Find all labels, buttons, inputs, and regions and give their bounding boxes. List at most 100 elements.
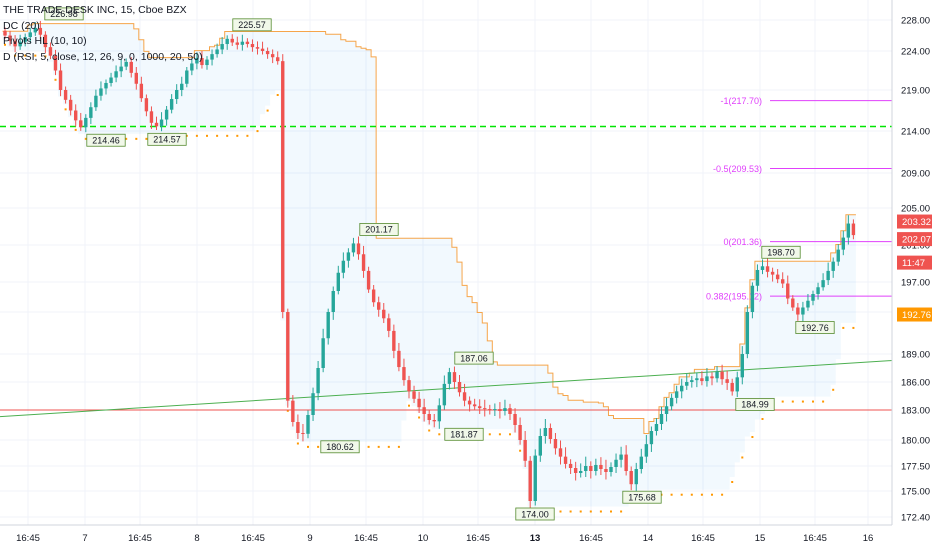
candle-body: [159, 119, 164, 127]
candle-body: [402, 367, 406, 381]
candle-body: [841, 237, 845, 250]
price-tick-label: 205.00: [901, 204, 930, 215]
candle-body: [821, 280, 825, 288]
pivot-box: [444, 427, 484, 441]
candle-body: [235, 42, 239, 45]
candle-body: [316, 368, 320, 394]
pivot-label: 225.57: [238, 20, 266, 30]
candle-body: [851, 223, 856, 236]
candle-body: [79, 120, 83, 128]
candle-body: [23, 37, 27, 42]
candle-body: [8, 35, 12, 41]
channel-lower-dot: [589, 510, 592, 513]
pivot-label: 175.68: [628, 493, 656, 503]
channel-lower-dot: [14, 54, 17, 57]
time-tick-label: 16:45: [466, 533, 490, 544]
candle-body: [245, 41, 250, 45]
channel-lower-dot: [711, 493, 713, 496]
candle-body: [836, 249, 840, 262]
candle-body: [775, 274, 780, 280]
candle-body: [846, 223, 851, 238]
candle-body: [806, 300, 810, 308]
candle-body: [432, 420, 436, 422]
pivot-label: 214.57: [153, 135, 181, 145]
time-tick-label: 13: [530, 533, 541, 544]
candle-body: [609, 467, 613, 472]
time-axis[interactable]: 16:45 7 16:45 8 16:45 9 16:45 10 16:45 13 16:45 14 1…: [0, 524, 892, 550]
fib-label: -0.5(209.53): [713, 164, 762, 174]
price-tag-label: 11:47: [902, 258, 925, 269]
candle-body: [417, 398, 421, 408]
candle-body: [422, 407, 426, 414]
indicator-pivots[interactable]: Pivots HL (10, 10): [3, 35, 87, 47]
candle-body: [685, 382, 689, 386]
candle-body: [99, 88, 103, 96]
time-tick-label: 14: [643, 533, 654, 544]
candle-body: [513, 414, 517, 425]
pivot-label: 181.87: [450, 430, 478, 440]
candle-body: [472, 404, 477, 407]
pivot-box: [622, 490, 662, 504]
candle-body: [407, 380, 411, 392]
pivot-labels: 226.98 225.57 214.46 214.57 201.17 180.62 187.…: [44, 7, 835, 521]
candle-body: [664, 406, 669, 414]
channel-lower-dot: [266, 109, 269, 112]
time-tick-label: 16:45: [803, 533, 827, 544]
price-tag: [897, 255, 932, 270]
indicator-d[interactable]: D (RSI, 5, close, 12, 26, 9, 0, 1000, 20…: [3, 50, 203, 63]
candle-body: [427, 414, 431, 420]
price-tick-label: 177.50: [901, 462, 930, 473]
channel-lower-dot: [44, 55, 47, 58]
candle-body: [488, 409, 492, 411]
candle-body: [311, 393, 315, 415]
channel-lower-dot: [842, 326, 845, 329]
channel-lower-dot: [54, 78, 57, 81]
channel-lower-dot: [418, 416, 421, 419]
channel-lower-dot: [690, 493, 693, 496]
price-tick-label: 224.00: [901, 47, 930, 58]
channel-lower-dot: [579, 510, 582, 513]
candle-body: [53, 55, 58, 71]
candle-body: [563, 456, 568, 464]
time-tick-label: 16: [863, 533, 874, 544]
candle-body: [533, 455, 537, 501]
candle-body: [58, 70, 63, 90]
candle-body: [599, 464, 603, 469]
fib-levels: -1(217.70) -0.5(209.53) 0(201.36) 0.382(195…: [706, 96, 892, 302]
candle-body: [124, 61, 128, 67]
candle-body: [94, 95, 98, 108]
channel-lower-dot: [24, 54, 27, 57]
candle-body: [185, 70, 189, 84]
candle-body: [225, 38, 229, 45]
indicator-dc[interactable]: DC (20): [3, 19, 40, 32]
pivot-box: [515, 507, 555, 521]
time-tick-label: 16:45: [691, 533, 715, 544]
candle-body: [705, 376, 709, 382]
time-tick-label: 16:45: [128, 533, 152, 544]
candle-body: [478, 406, 482, 409]
pivot-box: [454, 351, 494, 365]
channel-lower-dot: [488, 433, 491, 436]
candle-body: [558, 448, 563, 457]
candle-body: [508, 408, 512, 414]
candle-body: [286, 312, 290, 401]
channel-lower-dot: [852, 326, 855, 329]
candle-body: [811, 294, 815, 301]
candle-body: [18, 41, 22, 47]
candle-body: [281, 61, 285, 312]
candle-body: [33, 27, 37, 33]
candle-body: [392, 330, 396, 351]
candle-body: [548, 428, 553, 439]
candle-body: [755, 269, 760, 286]
price-tick-label: 183.00: [901, 406, 930, 417]
symbol-title[interactable]: THE TRADE DESK INC, 15, Cboe BZX: [3, 4, 187, 16]
channel-lower-dot: [397, 445, 400, 448]
pivot-box: [320, 440, 360, 454]
time-tick-label: 9: [307, 533, 312, 544]
candle-body: [134, 72, 138, 84]
candle-body: [518, 425, 522, 440]
channel-lower-dot: [125, 137, 128, 140]
candle-body: [669, 397, 674, 407]
price-axis[interactable]: 228.00224.00219.00214.00209.00205.00201.…: [891, 0, 932, 550]
